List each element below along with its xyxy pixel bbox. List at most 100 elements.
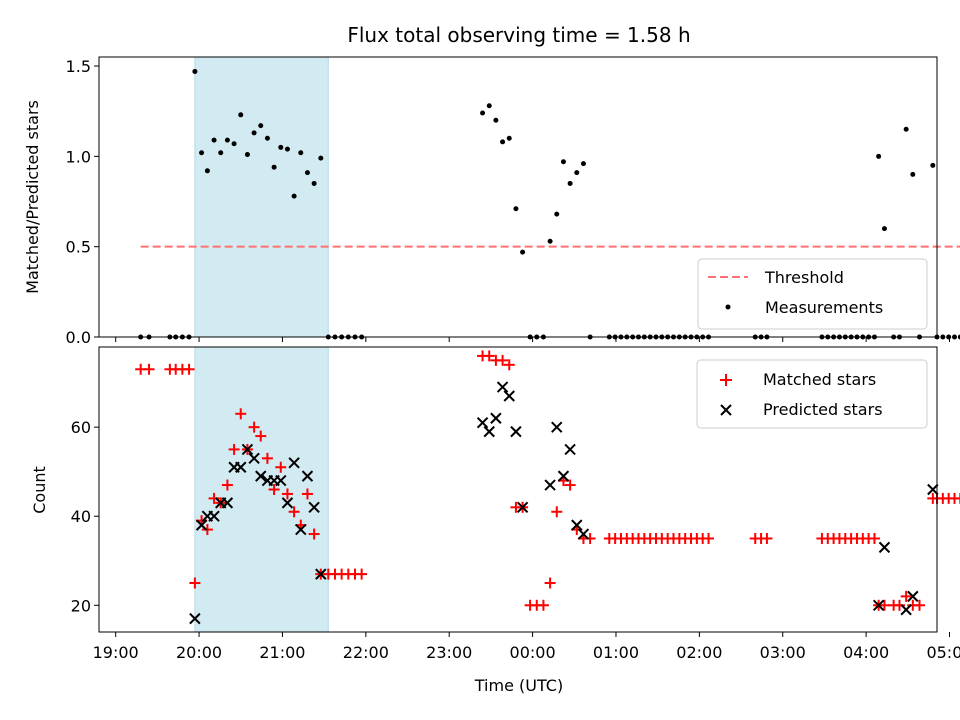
x-tick-label: 22:00 xyxy=(343,643,389,662)
predicted-point xyxy=(872,599,885,611)
measurement-point xyxy=(567,180,573,186)
threshold-legend-label: Threshold xyxy=(764,268,844,287)
predicted-legend-marker xyxy=(720,404,732,416)
predicted-point xyxy=(510,425,522,438)
matched-point xyxy=(208,492,220,504)
y-tick-label: 1.5 xyxy=(66,57,91,76)
predicted-point xyxy=(496,381,509,393)
measurement-point xyxy=(952,334,958,340)
measurement-point xyxy=(957,334,960,340)
matched-point xyxy=(893,599,905,611)
measurement-point xyxy=(271,164,277,170)
measurement-point xyxy=(930,162,936,168)
predicted-point xyxy=(195,519,208,531)
measurement-point xyxy=(251,130,257,136)
measurement-point xyxy=(224,137,230,143)
predicted-point xyxy=(208,510,220,522)
y-tick-label: 40 xyxy=(71,507,91,526)
predicted-point xyxy=(571,519,583,531)
predicted-point xyxy=(907,590,919,603)
matched-point xyxy=(248,421,260,433)
matched-point xyxy=(564,479,576,491)
matched-point xyxy=(221,479,233,491)
matched-point xyxy=(189,577,201,589)
predicted-point xyxy=(275,474,287,487)
predicted-point xyxy=(927,483,939,496)
measurement-point xyxy=(506,135,512,141)
predicted-point xyxy=(235,461,247,473)
x-tick-label: 03:00 xyxy=(760,643,806,662)
matched-point xyxy=(183,363,195,375)
measurements-legend-label: Measurements xyxy=(765,298,883,317)
measurement-point xyxy=(231,141,237,147)
measurement-point xyxy=(881,226,887,232)
matched-legend-marker xyxy=(720,374,732,386)
measurement-point xyxy=(547,238,553,244)
predicted-point xyxy=(551,421,563,433)
matched-point xyxy=(537,599,549,611)
measurement-point xyxy=(238,112,244,118)
measurement-point xyxy=(513,206,519,212)
predicted-point xyxy=(476,416,489,429)
x-tick-label: 01:00 xyxy=(593,643,639,662)
matched-point xyxy=(143,363,155,375)
x-axis-label: Time (UTC) xyxy=(474,676,563,695)
ratio-legend: Threshold Measurements xyxy=(697,258,928,330)
measurement-point xyxy=(480,110,486,116)
predicted-point xyxy=(189,612,201,625)
measurement-point xyxy=(218,150,224,156)
measurement-point xyxy=(284,146,290,152)
chart-title: Flux total observing time = 1.58 h xyxy=(347,23,690,47)
x-tick-label: 21:00 xyxy=(259,643,305,662)
matched-point xyxy=(761,532,773,544)
measurement-point xyxy=(940,334,946,340)
measurement-point xyxy=(910,171,916,177)
matched-point xyxy=(954,492,960,504)
matched-point xyxy=(900,590,912,602)
measurement-point xyxy=(580,161,586,167)
matched-point xyxy=(268,484,280,495)
matched-point xyxy=(497,354,509,366)
predicted-point xyxy=(544,479,556,491)
measurement-point xyxy=(500,139,506,145)
matched-point xyxy=(255,430,267,442)
predicted-point xyxy=(564,443,576,456)
measurement-point xyxy=(304,170,310,176)
matched-point xyxy=(544,577,556,589)
measurement-point xyxy=(211,137,217,143)
measurement-point xyxy=(486,103,492,109)
measurements-legend-marker xyxy=(725,304,731,310)
measurement-point xyxy=(318,155,324,161)
predicted-point xyxy=(288,457,300,469)
ratio-panel: 0.0 0.5 1.0 1.5 xyxy=(66,56,960,347)
matched-point xyxy=(235,408,247,420)
x-tick-label: 19:00 xyxy=(93,643,139,662)
matched-point xyxy=(281,488,293,500)
predicted-point xyxy=(503,390,515,402)
x-tick-label: 05:00 xyxy=(926,643,960,662)
predicted-point xyxy=(241,443,254,456)
y-tick-label: 0.5 xyxy=(66,238,91,257)
measurement-point xyxy=(204,168,210,174)
measurement-point xyxy=(199,150,205,156)
counts-legend-box xyxy=(696,359,928,429)
y-tick-label: 60 xyxy=(71,418,91,437)
predicted-point xyxy=(295,523,307,536)
predicted-point xyxy=(577,528,590,540)
y-tick-label: 0.0 xyxy=(66,328,91,347)
x-tick-label: 04:00 xyxy=(843,643,889,662)
predicted-point xyxy=(315,568,327,580)
predicted-point xyxy=(483,425,495,438)
predicted-point xyxy=(248,452,260,465)
matched-point xyxy=(483,350,495,362)
measurement-point xyxy=(244,152,250,158)
measurement-point xyxy=(258,123,264,129)
predicted-point xyxy=(516,501,529,514)
predicted-point xyxy=(281,497,294,509)
measurement-point xyxy=(560,159,566,165)
ratio-y-axis-label: Matched/Predicted stars xyxy=(23,100,42,294)
axes-frame xyxy=(98,56,938,338)
y-tick-label: 1.0 xyxy=(66,147,91,166)
matched-point xyxy=(584,532,596,544)
